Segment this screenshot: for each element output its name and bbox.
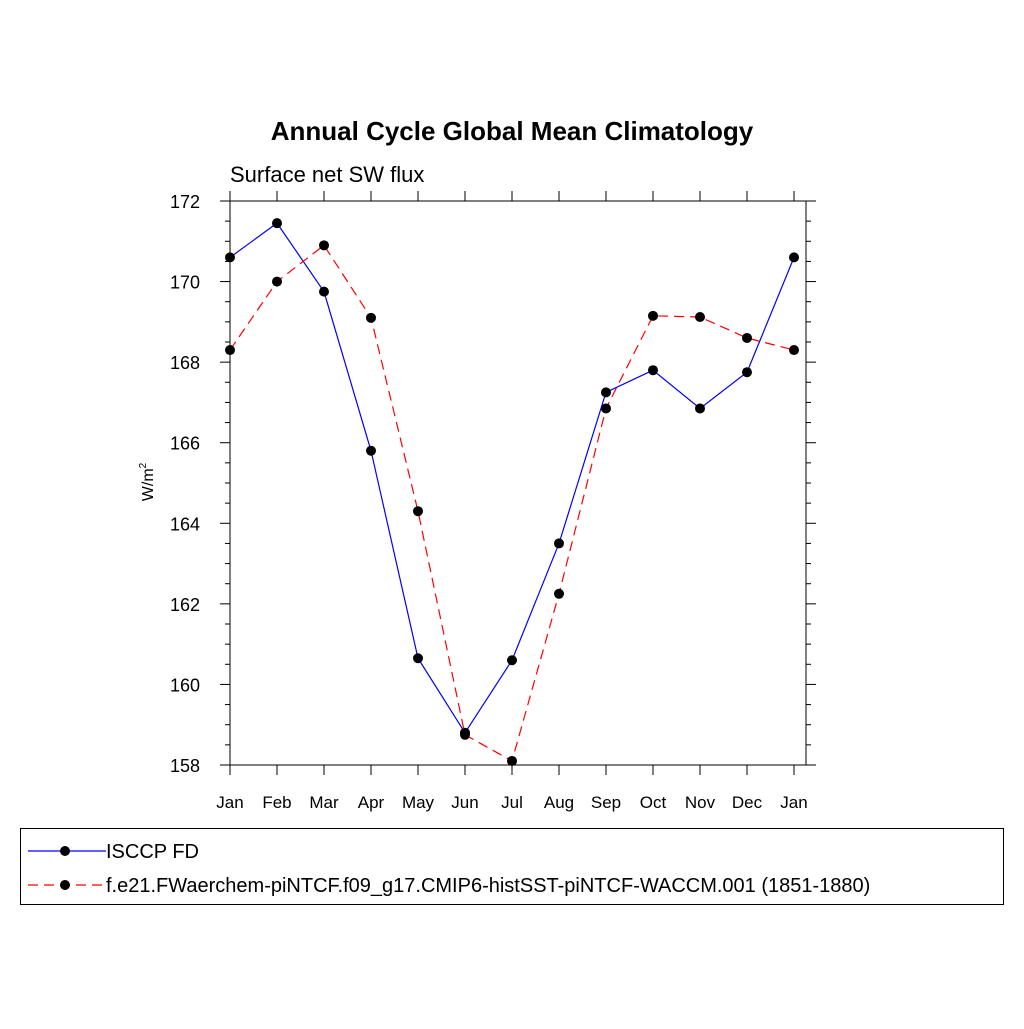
y-tick-label: 172 bbox=[170, 192, 200, 212]
data-point bbox=[601, 387, 611, 398]
plot-frame bbox=[229, 200, 807, 766]
data-point bbox=[789, 252, 799, 263]
y-tick-label: 166 bbox=[170, 434, 200, 454]
x-tick-label: Oct bbox=[640, 793, 667, 812]
x-tick-label: Sep bbox=[591, 793, 621, 812]
x-tick-label: Nov bbox=[685, 793, 716, 812]
series-line bbox=[229, 244, 795, 762]
y-tick-label: 168 bbox=[170, 353, 200, 373]
y-tick-label: 160 bbox=[170, 675, 200, 695]
x-tick-label: Apr bbox=[358, 793, 385, 812]
data-point bbox=[507, 755, 517, 766]
legend-label: ISCCP FD bbox=[106, 841, 199, 863]
data-point bbox=[648, 310, 658, 321]
data-point bbox=[554, 538, 564, 549]
x-tick-label: Jan bbox=[780, 793, 807, 812]
data-point bbox=[272, 218, 282, 229]
y-tick-label: 162 bbox=[170, 595, 200, 615]
data-point bbox=[460, 729, 470, 740]
y-tick-label: 164 bbox=[170, 514, 200, 534]
series-2 bbox=[225, 240, 799, 766]
y-tick-label: 158 bbox=[170, 756, 200, 776]
data-point bbox=[366, 445, 376, 456]
data-point bbox=[695, 312, 705, 323]
legend-item: ISCCP FD bbox=[28, 841, 199, 863]
data-point bbox=[648, 365, 658, 376]
series-layer bbox=[225, 218, 799, 766]
x-tick-label: May bbox=[402, 793, 435, 812]
legend-entries: ISCCP FD f.e21.FWaerchem-piNTCF.f09_g17.C… bbox=[28, 841, 870, 897]
legend-label: f.e21.FWaerchem-piNTCF.f09_g17.CMIP6-his… bbox=[106, 875, 870, 897]
chart-subtitle: Surface net SW flux bbox=[230, 162, 424, 187]
data-point bbox=[319, 286, 329, 297]
y-axis-label-text: W/m bbox=[140, 468, 157, 501]
x-tick-label: Mar bbox=[309, 793, 339, 812]
x-tick-label: Aug bbox=[544, 793, 574, 812]
legend-marker bbox=[60, 880, 70, 890]
data-point bbox=[695, 403, 705, 414]
data-point bbox=[413, 506, 423, 517]
data-point bbox=[554, 588, 564, 599]
data-point bbox=[319, 240, 329, 251]
data-point bbox=[789, 345, 799, 356]
legend: ISCCP FD f.e21.FWaerchem-piNTCF.f09_g17.C… bbox=[20, 828, 1004, 905]
y-axis-label: W/m2 bbox=[138, 462, 157, 501]
data-point bbox=[366, 312, 376, 323]
axes: 158 160 162 164 166 168 170 172 Jan Feb Mar Apr May J… bbox=[170, 191, 816, 812]
x-tick-label: Dec bbox=[732, 793, 763, 812]
data-point bbox=[225, 252, 235, 263]
legend-marker bbox=[60, 846, 70, 856]
data-point bbox=[272, 276, 282, 287]
data-point bbox=[507, 655, 517, 666]
legend-box bbox=[20, 828, 1004, 905]
data-point bbox=[742, 332, 752, 343]
y-axis-label-superscript: 2 bbox=[138, 462, 149, 468]
x-tick-label: Jul bbox=[501, 793, 523, 812]
data-point bbox=[601, 403, 611, 414]
x-tick-label: Jun bbox=[451, 793, 478, 812]
x-tick-label: Feb bbox=[262, 793, 291, 812]
legend-item: f.e21.FWaerchem-piNTCF.f09_g17.CMIP6-his… bbox=[28, 875, 870, 897]
data-point bbox=[742, 367, 752, 378]
series-1 bbox=[225, 218, 799, 738]
data-point bbox=[413, 653, 423, 664]
x-tick-label: Jan bbox=[216, 793, 243, 812]
y-tick-label: 170 bbox=[170, 273, 200, 293]
chart-title: Annual Cycle Global Mean Climatology bbox=[271, 116, 754, 146]
data-point bbox=[225, 345, 235, 356]
